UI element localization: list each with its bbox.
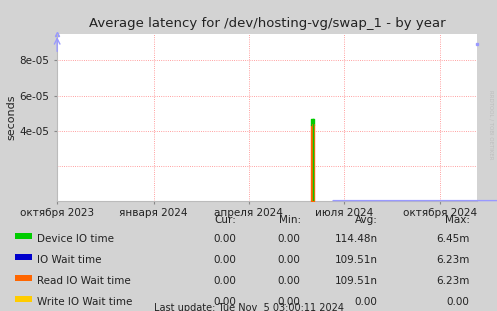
- Text: Last update: Tue Nov  5 03:00:11 2024: Last update: Tue Nov 5 03:00:11 2024: [154, 303, 343, 311]
- Text: 114.48n: 114.48n: [334, 234, 378, 244]
- Text: Min:: Min:: [278, 215, 301, 225]
- Y-axis label: seconds: seconds: [7, 95, 17, 140]
- Text: IO Wait time: IO Wait time: [37, 255, 102, 265]
- Text: 0.00: 0.00: [278, 297, 301, 307]
- Text: 0.00: 0.00: [213, 297, 236, 307]
- FancyBboxPatch shape: [15, 254, 32, 260]
- Text: Read IO Wait time: Read IO Wait time: [37, 276, 131, 286]
- Text: Device IO time: Device IO time: [37, 234, 114, 244]
- Text: 0.00: 0.00: [355, 297, 378, 307]
- FancyBboxPatch shape: [15, 296, 32, 302]
- Text: 0.00: 0.00: [278, 276, 301, 286]
- Text: 6.23m: 6.23m: [436, 255, 470, 265]
- Text: 0.00: 0.00: [278, 255, 301, 265]
- Text: Max:: Max:: [445, 215, 470, 225]
- Title: Average latency for /dev/hosting-vg/swap_1 - by year: Average latency for /dev/hosting-vg/swap…: [89, 17, 445, 30]
- Text: 6.45m: 6.45m: [436, 234, 470, 244]
- FancyBboxPatch shape: [15, 275, 32, 281]
- Text: 0.00: 0.00: [213, 234, 236, 244]
- Text: 6.23m: 6.23m: [436, 276, 470, 286]
- Text: 0.00: 0.00: [447, 297, 470, 307]
- Text: Cur:: Cur:: [214, 215, 236, 225]
- FancyBboxPatch shape: [15, 233, 32, 239]
- Text: 0.00: 0.00: [278, 234, 301, 244]
- Text: 0.00: 0.00: [213, 255, 236, 265]
- Text: RRDTOOL / TOBI OETIKER: RRDTOOL / TOBI OETIKER: [489, 90, 494, 159]
- Text: 109.51n: 109.51n: [334, 276, 378, 286]
- Text: 109.51n: 109.51n: [334, 255, 378, 265]
- Text: Write IO Wait time: Write IO Wait time: [37, 297, 133, 307]
- Text: Avg:: Avg:: [355, 215, 378, 225]
- Text: 0.00: 0.00: [213, 276, 236, 286]
